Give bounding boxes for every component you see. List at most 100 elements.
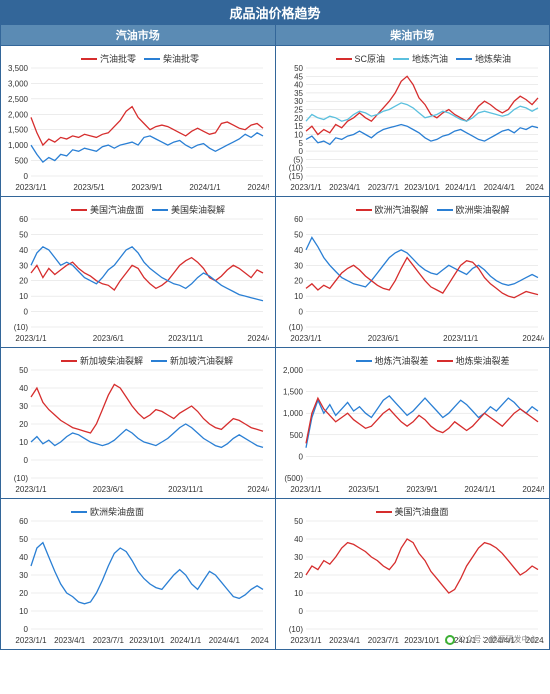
chart-eu-crack: (10)01020304050602023/1/12023/6/12023/11… <box>276 197 544 347</box>
svg-text:2023/10/1: 2023/10/1 <box>404 636 440 645</box>
svg-text:2023/1/1: 2023/1/1 <box>290 636 322 645</box>
svg-text:50: 50 <box>19 366 28 375</box>
svg-text:40: 40 <box>19 384 28 393</box>
legend-item: 美国汽油盘面 <box>71 203 144 216</box>
main-title: 成品油价格趋势 <box>1 1 550 25</box>
legend-item: 新加坡汽油裂解 <box>151 354 233 367</box>
chart-us-gasoline-screen: (10)010203040502023/1/12023/4/12023/7/12… <box>276 499 544 649</box>
legend-item: 美国汽油盘面 <box>376 505 449 518</box>
svg-text:60: 60 <box>19 215 28 224</box>
svg-text:20: 20 <box>19 589 28 598</box>
svg-text:2,500: 2,500 <box>8 95 29 104</box>
svg-text:60: 60 <box>294 215 303 224</box>
svg-text:(10): (10) <box>14 474 29 483</box>
legend-item: SC原油 <box>336 52 386 65</box>
svg-text:45: 45 <box>294 72 303 81</box>
svg-text:2023/1/1: 2023/1/1 <box>290 183 322 192</box>
svg-text:15: 15 <box>294 122 303 131</box>
svg-text:30: 30 <box>294 261 303 270</box>
svg-text:(5): (5) <box>293 155 303 164</box>
svg-text:10: 10 <box>294 130 303 139</box>
svg-text:2,000: 2,000 <box>282 366 303 375</box>
svg-text:2024/4/1: 2024/4/1 <box>247 485 269 494</box>
svg-text:40: 40 <box>294 246 303 255</box>
legend-item: 地炼汽油 <box>393 52 448 65</box>
svg-text:40: 40 <box>294 81 303 90</box>
price-trend-grid: 成品油价格趋势 汽油市场 柴油市场 05001,0001,5002,0002,5… <box>0 0 550 650</box>
wechat-icon <box>445 635 455 645</box>
svg-text:20: 20 <box>294 114 303 123</box>
svg-text:60: 60 <box>19 517 28 526</box>
sub-diesel: 柴油市场 <box>275 25 550 46</box>
svg-text:2023/1/1: 2023/1/1 <box>15 485 47 494</box>
svg-text:3,000: 3,000 <box>8 79 29 88</box>
svg-text:2023/4/1: 2023/4/1 <box>54 636 86 645</box>
svg-text:40: 40 <box>19 246 28 255</box>
svg-text:2024/4/1: 2024/4/1 <box>522 334 544 343</box>
legend-item: 地炼柴油 <box>456 52 511 65</box>
svg-text:2024/5/1: 2024/5/1 <box>247 183 269 192</box>
svg-text:1,500: 1,500 <box>8 126 29 135</box>
svg-text:2023/9/1: 2023/9/1 <box>406 485 438 494</box>
svg-text:1,000: 1,000 <box>282 409 303 418</box>
svg-text:50: 50 <box>19 230 28 239</box>
svg-text:(10): (10) <box>288 625 303 634</box>
svg-text:2023/9/1: 2023/9/1 <box>131 183 163 192</box>
svg-text:2023/1/1: 2023/1/1 <box>15 183 47 192</box>
svg-text:30: 30 <box>294 97 303 106</box>
legend-item: 柴油批零 <box>144 52 199 65</box>
svg-text:2024/7: 2024/7 <box>525 183 543 192</box>
svg-text:2024/4/1: 2024/4/1 <box>209 636 241 645</box>
svg-text:2,000: 2,000 <box>8 110 29 119</box>
svg-text:(10): (10) <box>288 164 303 173</box>
svg-text:30: 30 <box>19 261 28 270</box>
watermark: 公众号：能源研发中心 <box>445 634 538 645</box>
svg-text:30: 30 <box>294 553 303 562</box>
chart-retail-spread: 05001,0001,5002,0002,5003,0003,5002023/1… <box>1 46 269 196</box>
legend-item: 美国柴油裂解 <box>152 203 225 216</box>
svg-text:10: 10 <box>19 607 28 616</box>
svg-text:2023/1/1: 2023/1/1 <box>15 334 47 343</box>
svg-text:10: 10 <box>294 292 303 301</box>
svg-text:0: 0 <box>24 172 29 181</box>
svg-text:0: 0 <box>24 456 29 465</box>
svg-text:10: 10 <box>19 438 28 447</box>
svg-text:1,500: 1,500 <box>282 388 303 397</box>
legend-item: 欧洲柴油盘面 <box>71 505 144 518</box>
svg-text:20: 20 <box>294 571 303 580</box>
svg-text:0: 0 <box>24 625 29 634</box>
chart-local-crack-diff: (500)05001,0001,5002,0002023/1/12023/5/1… <box>276 348 544 498</box>
svg-text:1,000: 1,000 <box>8 141 29 150</box>
legend-item: 汽油批零 <box>81 52 136 65</box>
svg-text:2024/1/1: 2024/1/1 <box>170 636 202 645</box>
svg-text:(10): (10) <box>288 323 303 332</box>
svg-text:2023/6/1: 2023/6/1 <box>93 485 125 494</box>
svg-text:50: 50 <box>294 64 303 73</box>
svg-text:20: 20 <box>19 277 28 286</box>
svg-text:20: 20 <box>294 277 303 286</box>
svg-text:2023/6/1: 2023/6/1 <box>93 334 125 343</box>
svg-text:(15): (15) <box>288 172 303 181</box>
svg-text:40: 40 <box>294 535 303 544</box>
chart-eu-diesel-screen: 01020304050602023/1/12023/4/12023/7/1202… <box>1 499 269 649</box>
legend-item: 欧洲汽油裂解 <box>356 203 429 216</box>
svg-text:50: 50 <box>19 535 28 544</box>
legend-item: 地炼柴油裂差 <box>437 354 510 367</box>
svg-text:2023/4/1: 2023/4/1 <box>329 183 361 192</box>
svg-text:2023/11/1: 2023/11/1 <box>168 485 204 494</box>
svg-text:5: 5 <box>298 139 303 148</box>
svg-text:2024/7: 2024/7 <box>251 636 269 645</box>
svg-text:2023/4/1: 2023/4/1 <box>329 636 361 645</box>
svg-text:2023/10/1: 2023/10/1 <box>129 636 165 645</box>
svg-text:2023/7/1: 2023/7/1 <box>367 183 399 192</box>
svg-text:500: 500 <box>15 157 29 166</box>
svg-text:2023/10/1: 2023/10/1 <box>404 183 440 192</box>
svg-text:2024/4/1: 2024/4/1 <box>247 334 269 343</box>
svg-text:0: 0 <box>298 147 303 156</box>
svg-text:2024/1/1: 2024/1/1 <box>464 485 496 494</box>
svg-text:50: 50 <box>294 517 303 526</box>
svg-text:35: 35 <box>294 89 303 98</box>
svg-text:30: 30 <box>19 571 28 580</box>
svg-text:2023/5/1: 2023/5/1 <box>73 183 105 192</box>
svg-text:2023/5/1: 2023/5/1 <box>348 485 380 494</box>
